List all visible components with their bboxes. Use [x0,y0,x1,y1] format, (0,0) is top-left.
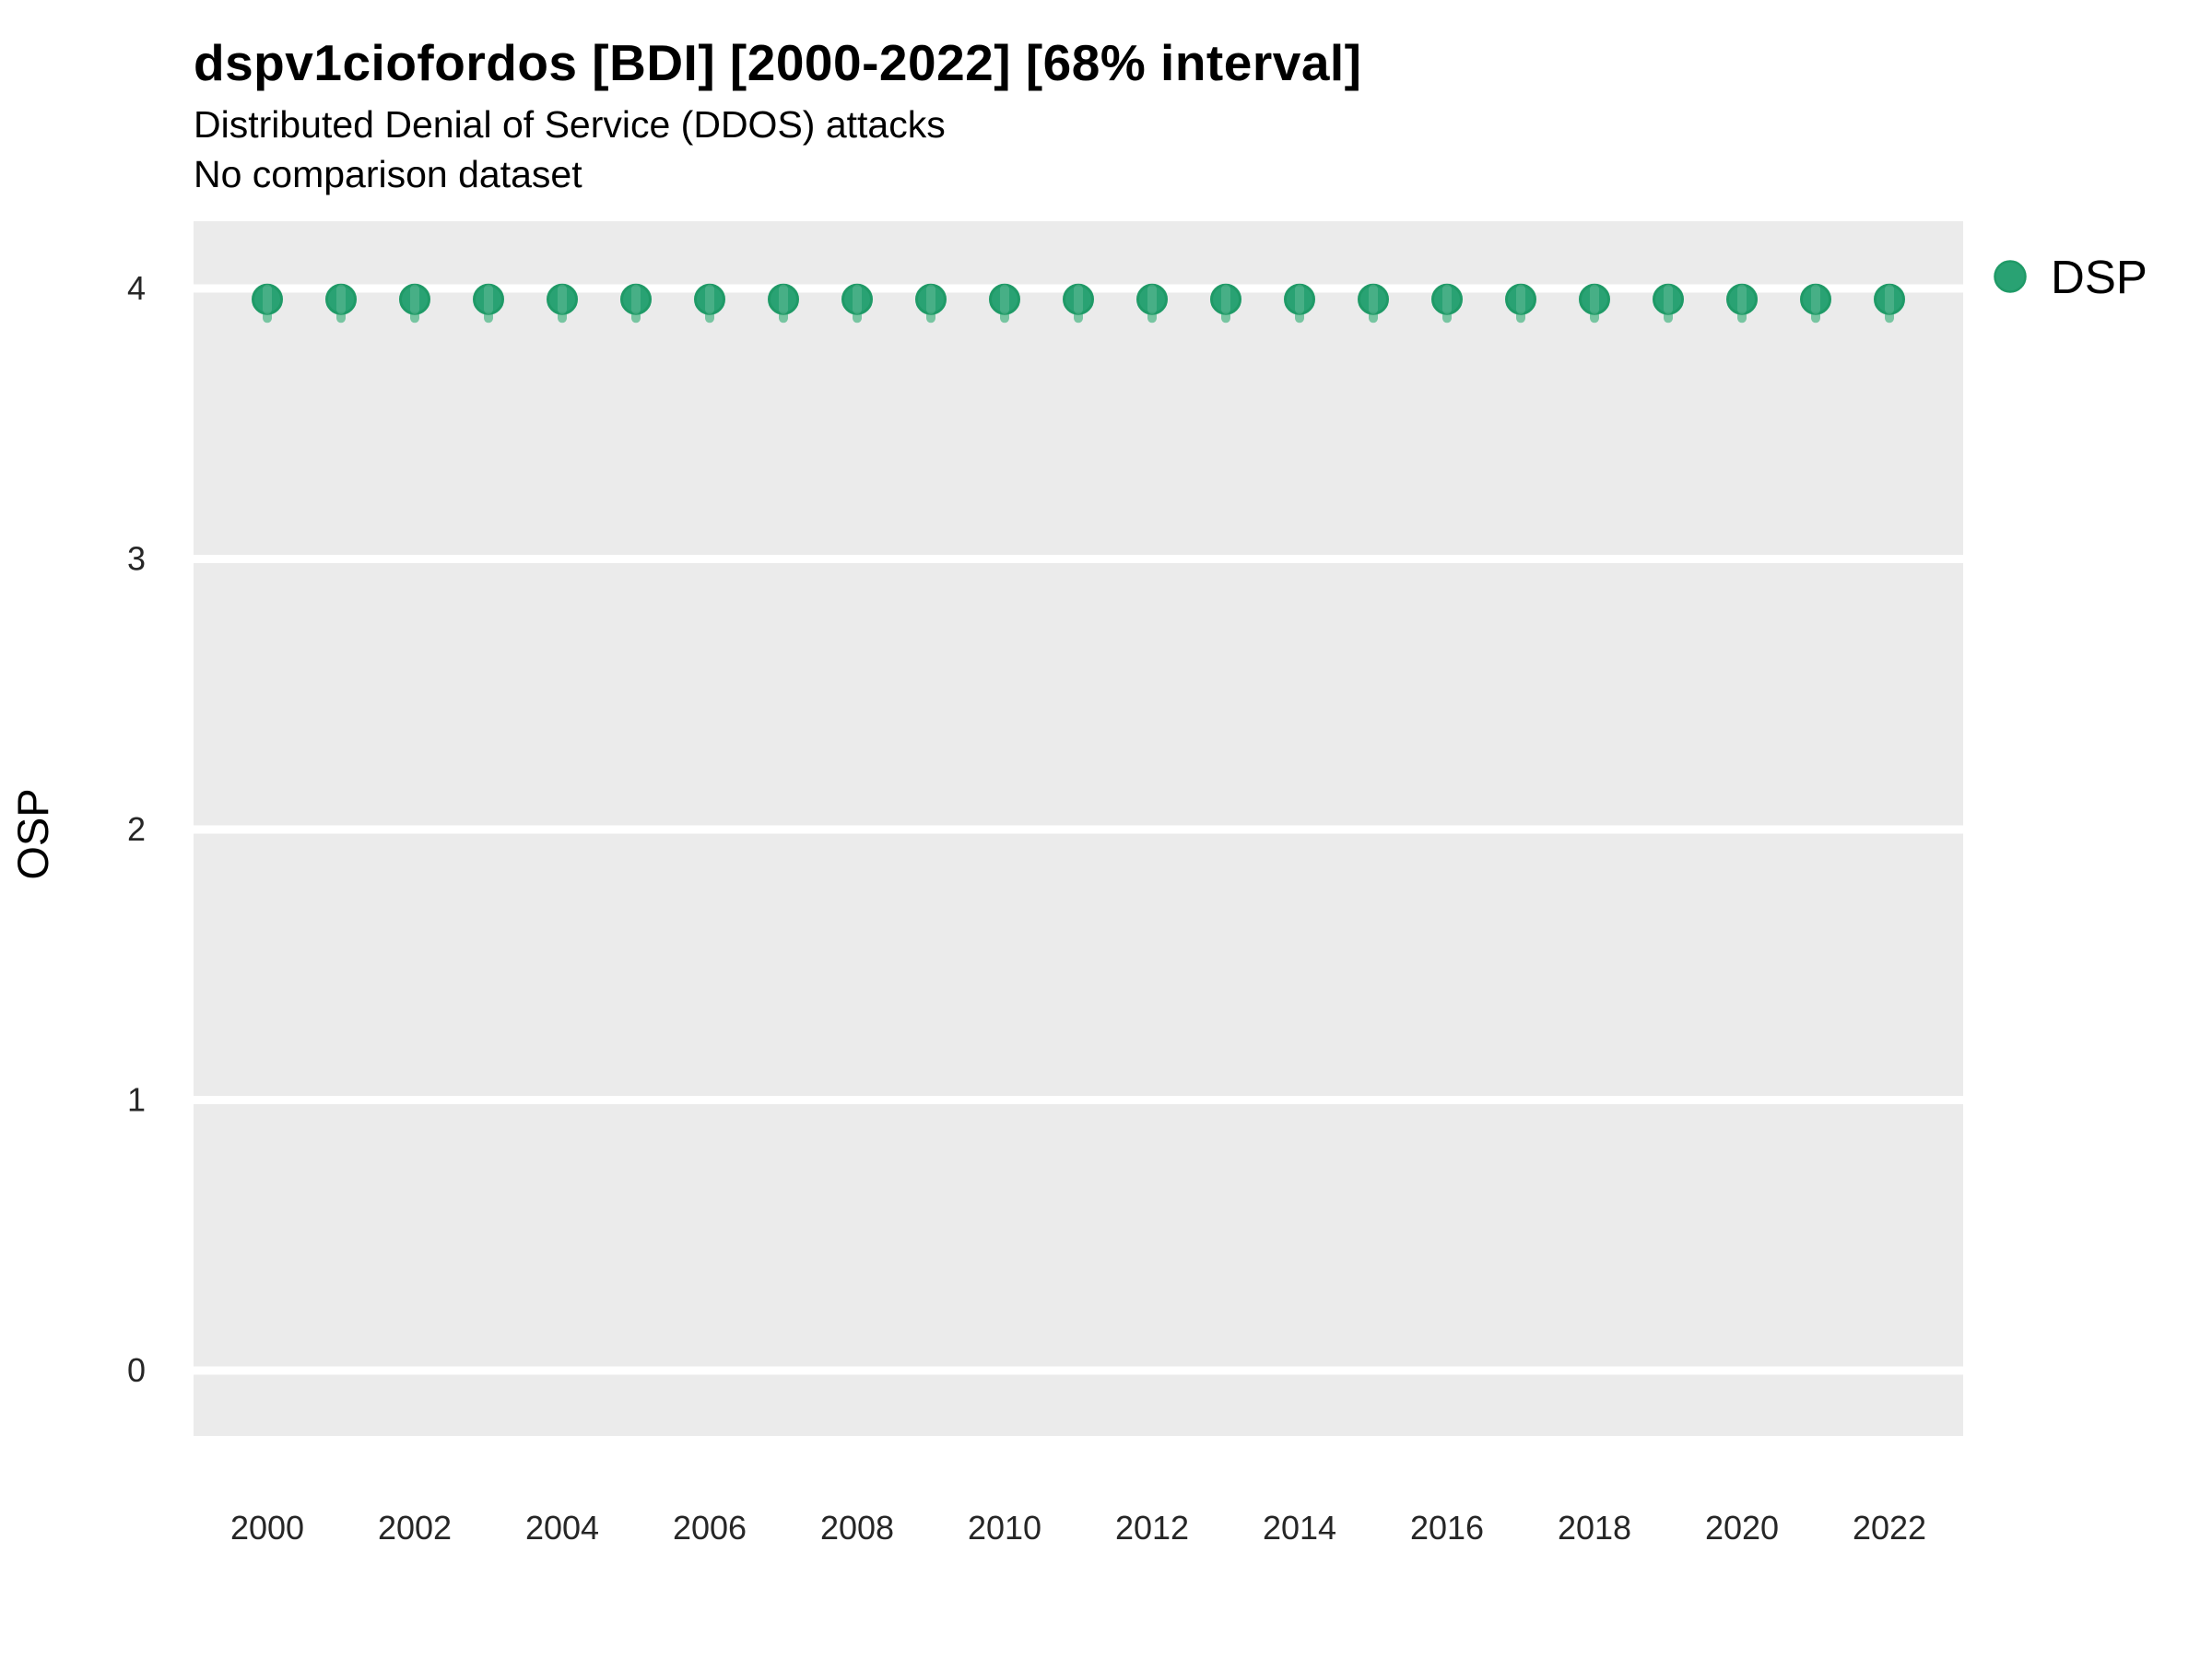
y-tick-1: 1 [127,1081,146,1119]
x-tick-2014: 2014 [1263,1509,1336,1547]
point-marker-2000 [252,283,283,315]
point-marker-2009 [915,283,947,315]
legend: DSP [1994,251,2147,303]
x-tick-2000: 2000 [230,1509,304,1547]
data-point-2004 [547,283,578,324]
x-tick-2020: 2020 [1705,1509,1779,1547]
point-marker-2007 [768,283,799,315]
x-tick-2012: 2012 [1115,1509,1189,1547]
y-axis-tick-labels: 0 1 2 3 4 [127,269,146,1389]
x-tick-2016: 2016 [1410,1509,1484,1547]
point-marker-2010 [989,283,1020,315]
data-point-2009 [915,283,947,324]
point-marker-2008 [841,283,873,315]
data-point-2012 [1136,283,1168,324]
data-point-2005 [620,283,652,324]
data-point-2014 [1284,283,1315,324]
point-marker-2012 [1136,283,1168,315]
data-point-2006 [694,283,725,324]
point-marker-2019 [1653,283,1684,315]
x-tick-2010: 2010 [968,1509,1041,1547]
point-marker-2006 [694,283,725,315]
point-marker-2014 [1284,283,1315,315]
point-marker-2016 [1431,283,1463,315]
y-tick-3: 3 [127,540,146,578]
data-point-2013 [1210,283,1241,324]
x-axis-tick-labels: 2000 2002 2004 2006 2008 2010 2012 2014 2016 2018… [230,1509,1926,1547]
data-point-2007 [768,283,799,324]
point-marker-2021 [1800,283,1831,315]
legend-dsp-icon [1994,260,2027,293]
point-marker-2002 [399,283,430,315]
point-marker-2022 [1874,283,1905,315]
y-tick-0: 0 [127,1351,146,1389]
x-tick-2002: 2002 [378,1509,452,1547]
data-point-2019 [1653,283,1684,324]
point-marker-2017 [1505,283,1536,315]
chart-subtitle: Distributed Denial of Service (DDOS) att… [194,103,946,146]
data-points [252,283,1905,324]
legend-dsp-label: DSP [2051,251,2147,303]
data-point-2003 [473,283,504,324]
point-marker-2015 [1358,283,1389,315]
y-axis-title: OSP [8,788,57,879]
data-point-2008 [841,283,873,324]
data-point-2011 [1063,283,1094,324]
data-point-2021 [1800,283,1831,324]
point-marker-2003 [473,283,504,315]
point-marker-2005 [620,283,652,315]
y-tick-4: 4 [127,269,146,307]
data-point-2016 [1431,283,1463,324]
point-marker-2013 [1210,283,1241,315]
x-tick-2018: 2018 [1558,1509,1631,1547]
x-tick-2022: 2022 [1853,1509,1926,1547]
data-point-2020 [1726,283,1758,324]
chart-note: No comparison dataset [194,153,582,195]
x-tick-2008: 2008 [820,1509,894,1547]
y-tick-2: 2 [127,810,146,848]
point-marker-2004 [547,283,578,315]
point-marker-2020 [1726,283,1758,315]
chart-title: dspv1ciofordos [BDI] [2000-2022] [68% in… [194,34,1362,91]
point-marker-2011 [1063,283,1094,315]
point-marker-2001 [325,283,357,315]
x-tick-2004: 2004 [525,1509,599,1547]
data-point-2018 [1579,283,1610,324]
data-point-2001 [325,283,357,324]
data-point-2015 [1358,283,1389,324]
point-marker-2018 [1579,283,1610,315]
data-point-2017 [1505,283,1536,324]
data-point-2010 [989,283,1020,324]
data-point-2000 [252,283,283,324]
data-point-2022 [1874,283,1905,324]
data-point-2002 [399,283,430,324]
x-tick-2006: 2006 [673,1509,747,1547]
